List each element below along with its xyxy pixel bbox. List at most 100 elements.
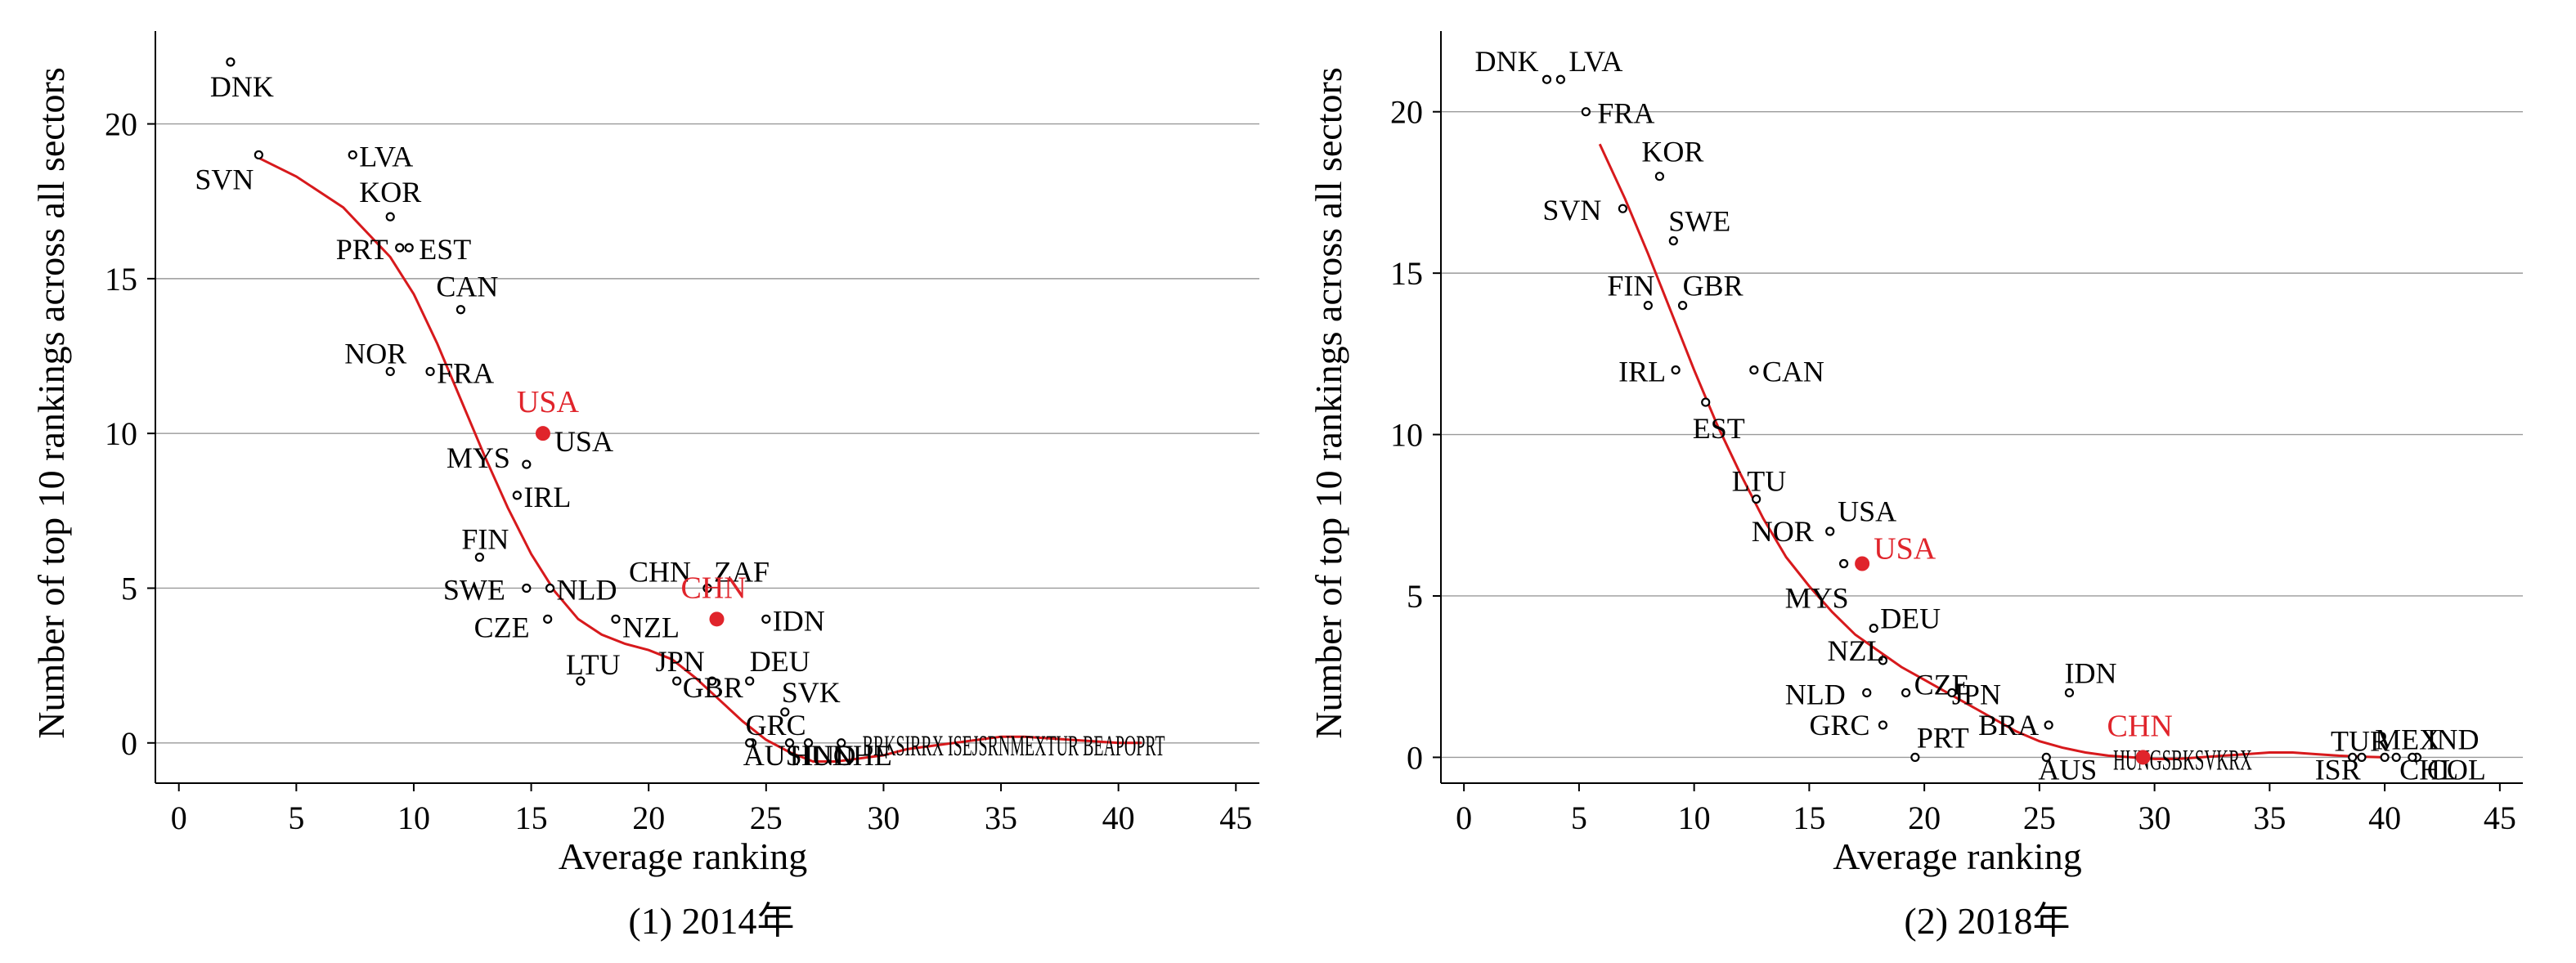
point-label: GRC <box>746 709 806 741</box>
highlight-label: CHN <box>680 571 746 605</box>
data-point <box>1869 623 1878 634</box>
y-tick-label: 15 <box>1390 255 1423 292</box>
point-label: NZL <box>622 611 680 643</box>
x-tick-label: 30 <box>867 800 900 836</box>
data-point <box>1901 688 1911 698</box>
point-label: COL <box>2427 753 2486 786</box>
data-point <box>2408 752 2417 763</box>
chart-panel-2: 0 5 10 15 20 0 5 10 15 20 25 30 35 40 45 Average rankin… <box>1308 31 2523 942</box>
data-point <box>611 614 621 624</box>
point-label: FIN <box>461 523 509 556</box>
data-point <box>702 583 712 593</box>
data-point <box>761 614 771 624</box>
point-label: SWE <box>443 573 505 606</box>
data-point <box>1668 236 1678 246</box>
y-tick-label: 20 <box>1390 94 1423 131</box>
point-label: IRL <box>1618 356 1666 388</box>
trend-line <box>1598 143 2385 760</box>
highlight-label: CHN <box>2107 709 2173 743</box>
point-label: CHN <box>629 555 691 588</box>
data-point <box>576 676 586 686</box>
point-label: MYS <box>447 441 510 474</box>
data-point <box>2348 752 2358 763</box>
cluster-label: BRKSIRRX ISEJSRNMEXTUR BEAPOPRT <box>863 729 1165 762</box>
data-point <box>2064 688 2075 698</box>
data-point <box>745 676 755 686</box>
point-label: NLD <box>557 573 617 606</box>
point-label: EST <box>1693 412 1745 445</box>
point-label: NOR <box>344 337 406 370</box>
data-point <box>522 459 532 469</box>
data-point <box>1947 688 1957 698</box>
point-label: DEU <box>1880 602 1941 634</box>
point-label: KOR <box>359 176 421 208</box>
point-label: DNK <box>1474 45 1538 78</box>
x-tick-label: 45 <box>2484 800 2516 836</box>
data-point <box>1878 720 1888 730</box>
cluster-label: HUNGSBKSVKRX <box>2113 743 2252 776</box>
highlight-label: USA <box>1874 532 1936 567</box>
data-point <box>1671 365 1681 375</box>
point-label: GBR <box>1683 270 1744 302</box>
annotation-label: USA <box>1838 495 1896 528</box>
data-point <box>425 366 435 377</box>
x-tick-label: 15 <box>515 800 548 836</box>
x-tick-label: 5 <box>1571 800 1587 836</box>
point-label: IND <box>804 739 856 772</box>
x-tick-label: 10 <box>1678 800 1711 836</box>
data-point <box>385 366 395 377</box>
data-point <box>226 57 236 67</box>
point-label: AUS <box>2038 753 2097 786</box>
y-tick-label: 20 <box>105 106 137 143</box>
data-point <box>474 553 484 562</box>
point-label: CZE <box>1914 668 1970 701</box>
y-tick-label: 0 <box>121 725 137 762</box>
data-point <box>545 583 555 593</box>
y-tick-label: 5 <box>121 570 137 607</box>
data-point <box>456 305 466 315</box>
data-point <box>2041 752 2051 763</box>
x-tick-label: 20 <box>1908 800 1941 836</box>
point-label: FRA <box>1597 97 1654 130</box>
y-axis-title: Number of top 10 rankings across all sec… <box>30 67 72 738</box>
point-label: IDN <box>773 604 825 637</box>
x-tick-label: 25 <box>2023 800 2056 836</box>
chart-panel-1: 0 5 10 15 20 0 5 10 15 20 25 30 35 40 45 Average rankin… <box>30 31 1259 942</box>
point-label: SVN <box>1542 194 1601 226</box>
data-point <box>512 490 522 500</box>
chart-caption: (2) 2018年 <box>1904 900 2070 942</box>
point-label: ISR <box>2315 753 2361 786</box>
x-tick-label: 0 <box>1456 800 1472 836</box>
data-point <box>784 738 795 748</box>
point-label: PRT <box>1917 721 1969 754</box>
data-point <box>2391 752 2401 763</box>
point-label: PRT <box>336 233 388 266</box>
point-label: LTU <box>566 648 621 681</box>
point-label: DNK <box>210 70 274 103</box>
x-tick-label: 15 <box>1793 800 1825 836</box>
data-point <box>522 583 532 593</box>
data-point <box>780 707 790 717</box>
data-point <box>2380 752 2390 763</box>
point-label: SVK <box>782 676 841 709</box>
highlight-point <box>535 426 550 441</box>
point-label: GBR <box>683 671 743 704</box>
point-label: IRL <box>523 481 571 513</box>
y-tick-label: 5 <box>1407 578 1423 615</box>
data-point <box>543 614 553 624</box>
x-tick-label: 40 <box>1102 800 1135 836</box>
data-point <box>803 738 814 748</box>
x-tick-label: 25 <box>750 800 783 836</box>
data-point <box>404 243 414 253</box>
data-point <box>1643 301 1653 311</box>
point-label: ZAF <box>714 555 770 588</box>
data-point <box>1654 172 1665 181</box>
point-label: FIN <box>1607 270 1654 302</box>
data-point <box>348 150 357 160</box>
data-point <box>1542 74 1552 84</box>
point-label: DEU <box>750 645 810 678</box>
point-label: NLD <box>1785 678 1846 710</box>
data-point <box>1555 74 1565 84</box>
